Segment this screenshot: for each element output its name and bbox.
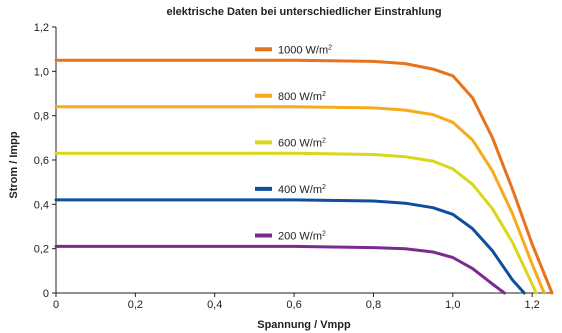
legend-label: 800 W/m2 — [278, 91, 326, 103]
plot-area: 0 0,2 0,4 0,6 0,8 1,0 1,2 0 0,2 0,4 0,6 0,8 1,0 1,2 10… — [34, 22, 554, 311]
x-tick-label: 0,8 — [366, 299, 381, 311]
x-axis-title: Spannung / Vmpp — [257, 319, 351, 331]
chart-title: elektrische Daten bei unterschiedlicher … — [166, 6, 441, 18]
x-tick-label: 1,0 — [445, 299, 460, 311]
legend-label: 200 W/m2 — [278, 230, 326, 242]
y-tick-label: 0,4 — [34, 199, 49, 211]
legend-label: 1000 W/m2 — [278, 44, 332, 56]
x-tick-label: 1,2 — [525, 299, 540, 311]
y-axis-title: Strom / Impp — [8, 131, 20, 199]
y-tick-label: 0 — [43, 288, 49, 300]
y-tick-label: 0,8 — [34, 111, 49, 123]
x-tick-label: 0,4 — [207, 299, 222, 311]
series-line — [54, 105, 546, 295]
x-tick-label: 0,2 — [128, 299, 143, 311]
y-tick-label: 0,2 — [34, 244, 49, 256]
series-line — [54, 244, 506, 295]
series-line — [54, 58, 554, 295]
x-tick-label: 0 — [53, 299, 59, 311]
legend-label: 600 W/m2 — [278, 137, 326, 149]
series-line — [54, 151, 538, 295]
y-tick-label: 1,0 — [34, 66, 49, 78]
series-line — [54, 198, 526, 295]
legend-label: 400 W/m2 — [278, 184, 326, 196]
y-tick-label: 0,6 — [34, 155, 49, 167]
y-tick-label: 1,2 — [34, 22, 49, 34]
x-tick-label: 0,6 — [286, 299, 301, 311]
